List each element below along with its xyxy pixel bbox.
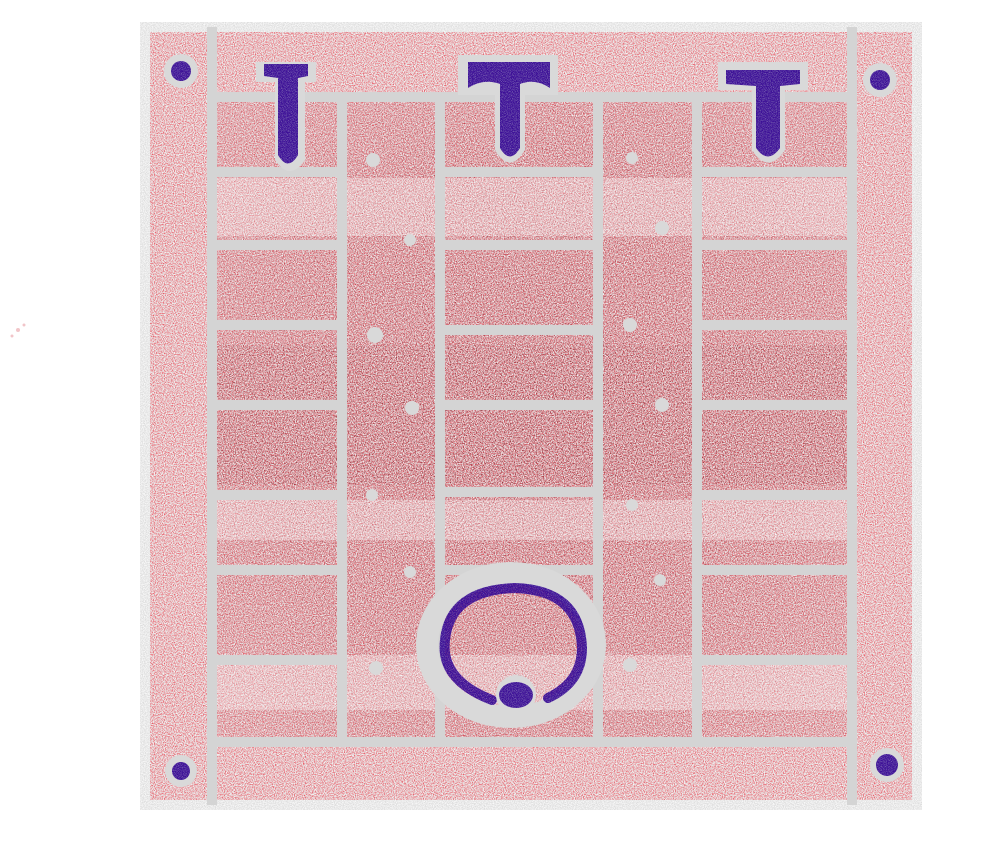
top-marker-center (458, 55, 558, 163)
top-marker-left (256, 62, 316, 171)
corner-dot-top-left (164, 54, 198, 88)
top-markers (256, 55, 808, 171)
corner-dot-top-right (863, 63, 897, 97)
stray-speckle (10, 323, 26, 338)
corner-dots (164, 54, 904, 787)
grid-lines (207, 27, 857, 805)
bottom-ring-marker (416, 562, 606, 728)
field-dots (366, 152, 669, 675)
corner-dot-bottom-right (870, 748, 904, 782)
top-marker-right (718, 62, 808, 163)
corner-dot-bottom-left (165, 755, 197, 787)
